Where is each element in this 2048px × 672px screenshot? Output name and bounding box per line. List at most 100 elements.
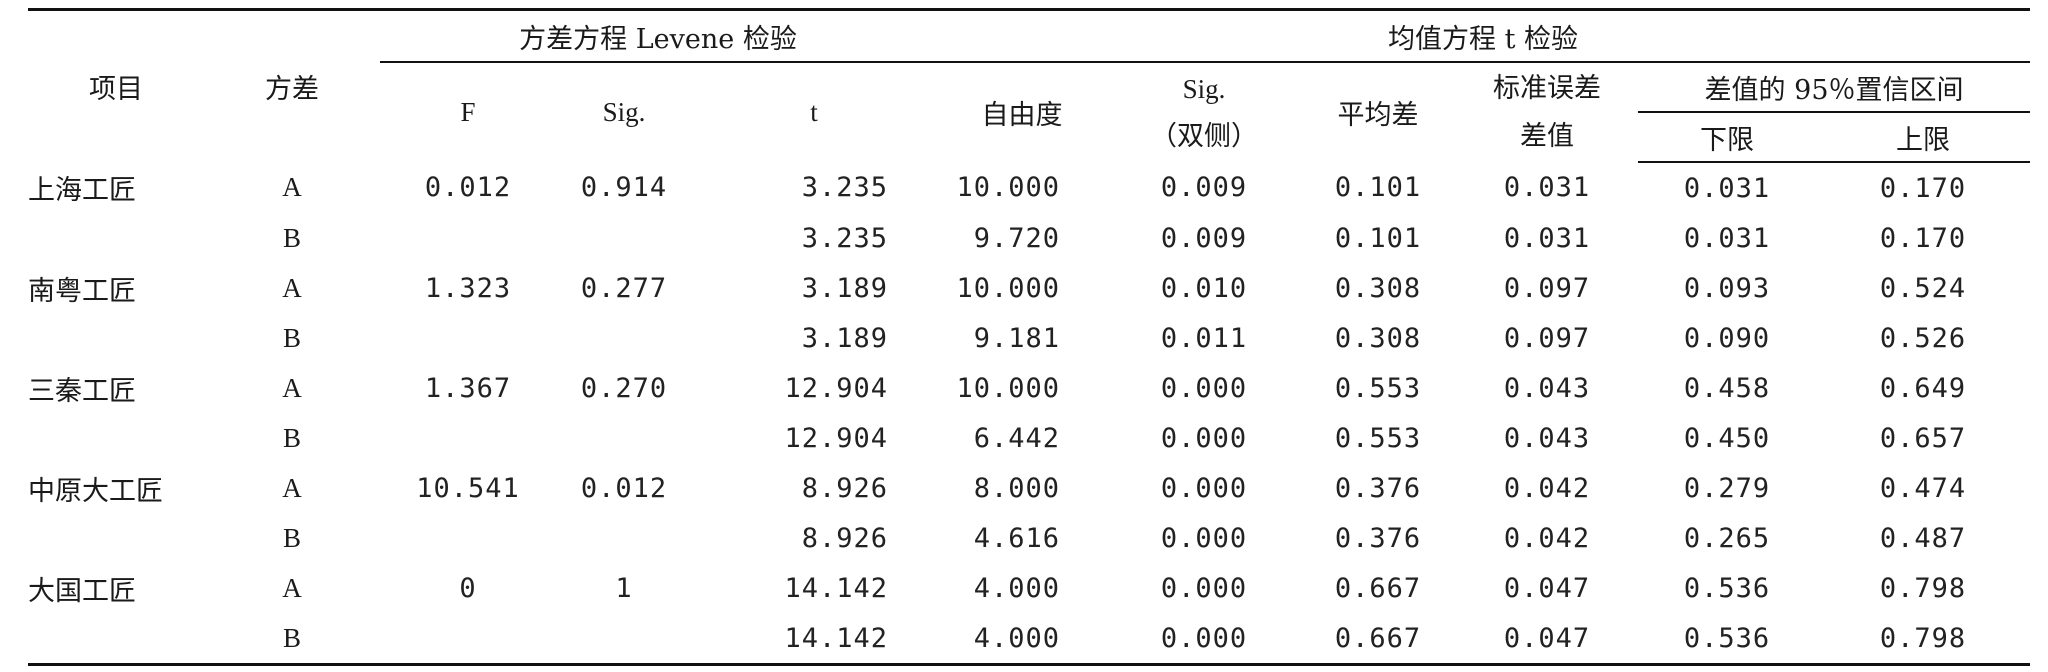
cell-sig: 0.012 — [580, 472, 668, 504]
cell-variance: A — [282, 272, 302, 303]
cell-sig2: 0.011 — [1160, 322, 1248, 354]
cell-sig — [556, 613, 692, 666]
header-ci-group: 差值的 95％置信区间 — [1638, 62, 2031, 113]
cell-lower: 0.031 — [1683, 222, 1771, 254]
cell-t: 8.926 — [801, 472, 888, 504]
cell-se: 0.042 — [1503, 472, 1591, 504]
cell-sig — [556, 313, 692, 363]
cell-t: 3.235 — [801, 172, 888, 203]
cell-sig: 0.270 — [580, 372, 668, 404]
cell-lower: 0.450 — [1683, 422, 1771, 454]
cell-df: 10.000 — [956, 172, 1060, 203]
header-sig2-line2: （双侧） — [1150, 120, 1258, 152]
cell-upper: 0.649 — [1879, 372, 1967, 404]
cell-se: 0.043 — [1503, 372, 1591, 404]
cell-sig: 1 — [615, 572, 633, 604]
header-t: t — [810, 97, 818, 127]
cell-sig — [556, 413, 692, 463]
cell-upper: 0.474 — [1879, 472, 1967, 504]
cell-lower: 0.265 — [1683, 522, 1771, 554]
cell-F: 1.367 — [424, 372, 512, 404]
table-row: 三秦工匠 A 1.367 0.270 12.904 10.000 0.000 0.553 0.0… — [28, 363, 2030, 413]
cell-mean-diff: 0.667 — [1334, 572, 1422, 604]
header-F: F — [460, 97, 476, 127]
cell-F — [380, 613, 556, 666]
cell-sig2: 0.000 — [1160, 522, 1248, 554]
ttest-results-table: 项目 方差 方差方程 Levene 检验 均值方程 t 检验 F Sig. t … — [28, 8, 2031, 666]
cell-df: 9.181 — [973, 322, 1060, 354]
cell-F: 0.012 — [424, 172, 512, 203]
cell-mean-diff: 0.101 — [1334, 222, 1422, 254]
table-row: B 12.904 6.442 0.000 0.553 0.043 0.450 0.657 — [28, 413, 2030, 463]
cell-upper: 0.170 — [1879, 222, 1967, 254]
cell-variance: A — [282, 372, 302, 403]
cell-sig — [556, 513, 692, 563]
cell-item — [28, 513, 204, 563]
cell-upper: 0.524 — [1879, 272, 1967, 304]
table-row: 中原大工匠 A 10.541 0.012 8.926 8.000 0.000 0.376 0.0… — [28, 463, 2030, 513]
cell-variance: B — [282, 422, 301, 453]
cell-t: 12.904 — [784, 372, 888, 404]
cell-upper: 0.657 — [1879, 422, 1967, 454]
cell-variance: B — [282, 522, 301, 553]
cell-item: 三秦工匠 — [28, 375, 136, 407]
cell-df: 10.000 — [956, 372, 1060, 404]
header-item: 项目 — [28, 8, 204, 162]
cell-upper: 0.526 — [1879, 322, 1967, 354]
cell-sig2: 0.000 — [1160, 572, 1248, 604]
cell-df: 6.442 — [973, 422, 1060, 454]
cell-mean-diff: 0.553 — [1334, 372, 1422, 404]
cell-sig2: 0.000 — [1160, 472, 1248, 504]
header-sig2: Sig. （双侧） — [1108, 62, 1300, 162]
cell-item: 大国工匠 — [28, 575, 136, 607]
cell-variance: B — [282, 322, 301, 353]
cell-se: 0.031 — [1503, 222, 1591, 254]
table-row: B 14.142 4.000 0.000 0.667 0.047 0.536 0.798 — [28, 613, 2031, 666]
header-ttest-group: 均值方程 t 检验 — [936, 8, 2031, 63]
cell-F — [380, 213, 556, 263]
header-variance: 方差 — [204, 8, 380, 162]
cell-item: 中原大工匠 — [28, 475, 163, 507]
cell-lower: 0.090 — [1683, 322, 1771, 354]
cell-sig2: 0.009 — [1160, 172, 1248, 203]
cell-sig: 0.277 — [580, 272, 668, 304]
cell-lower: 0.536 — [1683, 572, 1771, 604]
table-header: 项目 方差 方差方程 Levene 检验 均值方程 t 检验 F Sig. t … — [28, 8, 2031, 163]
cell-se: 0.031 — [1503, 172, 1591, 203]
cell-item: 南粤工匠 — [28, 275, 136, 307]
cell-mean-diff: 0.101 — [1334, 172, 1422, 203]
cell-upper: 0.798 — [1816, 613, 2031, 666]
cell-variance: B — [282, 222, 301, 253]
table-body: 上海工匠 A 0.012 0.914 3.235 10.000 0.009 0.101 0.03… — [28, 162, 2031, 666]
cell-se: 0.047 — [1456, 613, 1638, 666]
cell-item: 上海工匠 — [28, 175, 136, 206]
cell-lower: 0.536 — [1638, 613, 1816, 666]
cell-df: 8.000 — [973, 472, 1060, 504]
cell-lower: 0.458 — [1683, 372, 1771, 404]
cell-sig2: 0.009 — [1160, 222, 1248, 254]
cell-sig2: 0.000 — [1108, 613, 1300, 666]
cell-variance: B — [204, 613, 380, 666]
header-lower: 下限 — [1638, 112, 1816, 163]
cell-df: 9.720 — [973, 222, 1060, 254]
cell-mean-diff: 0.376 — [1334, 472, 1422, 504]
cell-upper: 0.487 — [1879, 522, 1967, 554]
table-row: 大国工匠 A 0 1 14.142 4.000 0.000 0.667 0.047 0.536 0.… — [28, 563, 2030, 613]
cell-F — [380, 413, 556, 463]
table-row: 南粤工匠 A 1.323 0.277 3.189 10.000 0.010 0.308 0.09… — [28, 263, 2030, 313]
cell-item — [28, 413, 204, 463]
cell-variance: A — [282, 572, 302, 603]
cell-df: 10.000 — [956, 272, 1060, 304]
cell-F: 10.541 — [416, 472, 520, 504]
header-df: 自由度 — [981, 100, 1063, 131]
cell-t: 14.142 — [692, 613, 936, 666]
cell-lower: 0.279 — [1683, 472, 1771, 504]
cell-item — [28, 213, 204, 263]
results-table-container: 项目 方差 方差方程 Levene 检验 均值方程 t 检验 F Sig. t … — [28, 8, 2031, 666]
cell-item — [28, 613, 204, 666]
header-sig: Sig. — [602, 97, 646, 127]
cell-sig2: 0.000 — [1160, 422, 1248, 454]
cell-t: 3.235 — [801, 222, 888, 254]
cell-mean-diff: 0.553 — [1334, 422, 1422, 454]
cell-df: 4.616 — [973, 522, 1060, 554]
